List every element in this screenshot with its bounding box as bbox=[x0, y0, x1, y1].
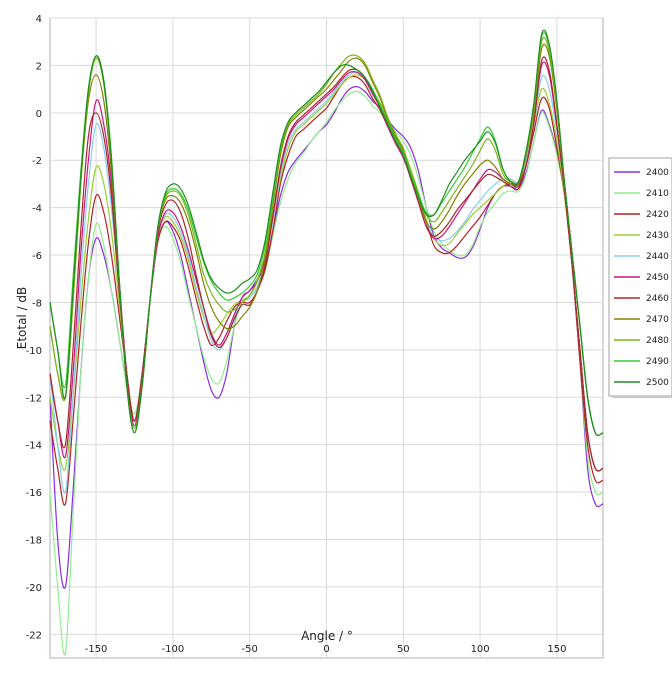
x-axis-label: Angle / ° bbox=[301, 629, 353, 643]
y-tick-label: 4 bbox=[36, 14, 42, 25]
legend-label-2410: 2410 bbox=[646, 189, 669, 199]
x-tick-label: -150 bbox=[85, 644, 108, 655]
y-tick-label: -4 bbox=[32, 204, 42, 215]
series-line-2460 bbox=[49, 56, 604, 472]
y-tick-label: -6 bbox=[32, 251, 42, 262]
y-tick-label: -12 bbox=[26, 393, 42, 404]
series-lines bbox=[49, 29, 604, 656]
y-tick-label: -10 bbox=[26, 346, 42, 357]
legend-label-2480: 2480 bbox=[646, 336, 669, 346]
y-tick-label: -18 bbox=[26, 535, 42, 546]
y-tick-label: -2 bbox=[32, 156, 42, 167]
x-tick-label: -50 bbox=[242, 644, 258, 655]
y-axis-label: Etotal / dB bbox=[15, 287, 29, 350]
x-tick-label: 100 bbox=[471, 644, 490, 655]
x-tick-label: 50 bbox=[397, 644, 410, 655]
x-tick-label: 150 bbox=[547, 644, 566, 655]
x-tick-label: 0 bbox=[323, 644, 329, 655]
legend-label-2500: 2500 bbox=[646, 378, 669, 388]
legend-label-2490: 2490 bbox=[646, 357, 669, 367]
legend-label-2470: 2470 bbox=[646, 315, 669, 325]
legend-label-2450: 2450 bbox=[646, 273, 669, 283]
legend: 2400 2410 2420 2430 2440 2450 2460 2470 2480 2490… bbox=[608, 157, 672, 398]
y-tick-label: -20 bbox=[26, 583, 42, 594]
legend-shadow bbox=[612, 396, 672, 398]
y-tick-label: -22 bbox=[26, 630, 42, 641]
legend-items: 2400 2410 2420 2430 2440 2450 2460 2470 2480 2490… bbox=[614, 168, 669, 388]
legend-label-2400: 2400 bbox=[646, 168, 669, 178]
legend-label-2460: 2460 bbox=[646, 294, 669, 304]
y-tick-label: -14 bbox=[26, 441, 42, 452]
legend-label-2440: 2440 bbox=[646, 252, 669, 262]
legend-label-2430: 2430 bbox=[646, 231, 669, 241]
y-tick-label: -16 bbox=[26, 488, 42, 499]
series-line-2410 bbox=[49, 90, 604, 656]
y-tick-label: 0 bbox=[36, 109, 42, 120]
x-tick-label: -100 bbox=[162, 644, 185, 655]
series-line-2500 bbox=[49, 29, 604, 436]
legend-label-2420: 2420 bbox=[646, 210, 669, 220]
y-tick-label: -8 bbox=[32, 298, 42, 309]
y-tick-label: 2 bbox=[36, 61, 42, 72]
axis-ticks: 4 2 0 -2 -4 -6 -8 -10 -12 -14 -16 -18 -20 -22 -150 -100… bbox=[26, 14, 567, 655]
